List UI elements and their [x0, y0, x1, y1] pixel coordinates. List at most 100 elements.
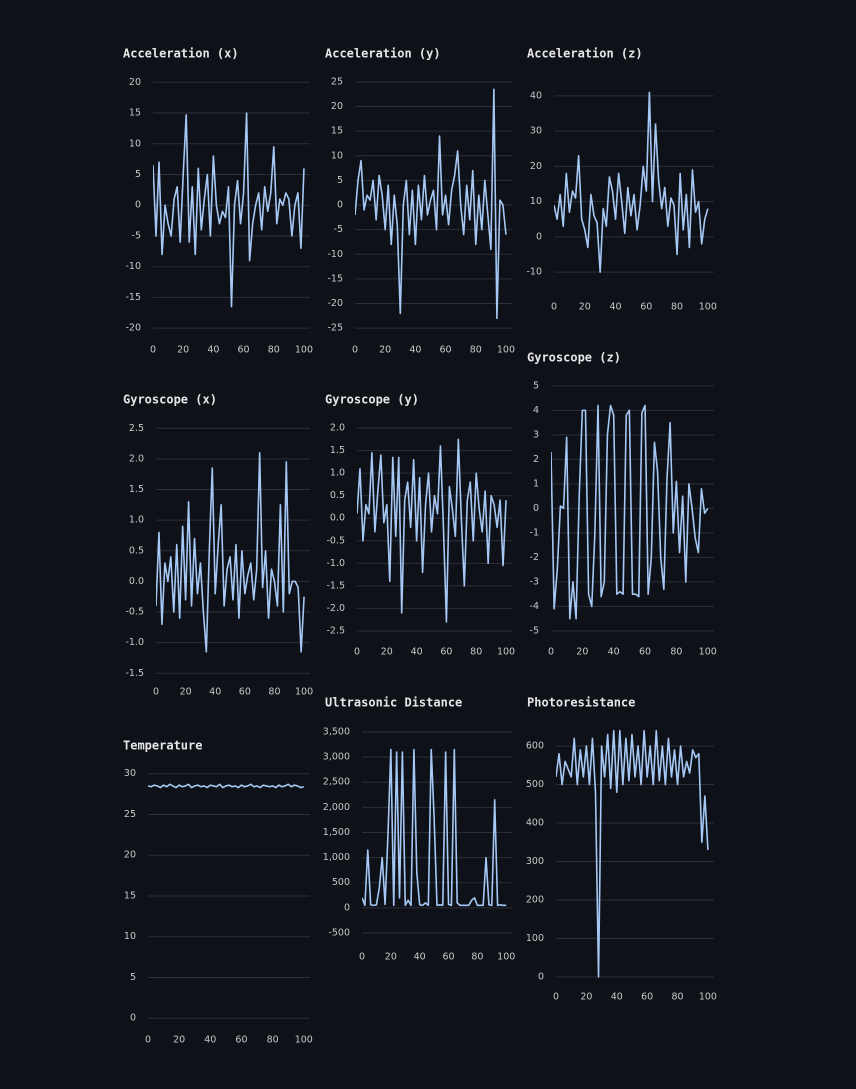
y-tick-label: 20 [124, 850, 136, 861]
x-tick-label: 40 [414, 952, 426, 963]
y-tick-label: 25 [331, 76, 343, 87]
y-tick-label: -15 [327, 273, 343, 284]
y-tick-label: 20 [530, 161, 542, 172]
x-tick-label: 40 [207, 345, 219, 356]
x-tick-label: 60 [239, 687, 251, 698]
x-tick-label: 0 [548, 647, 554, 658]
x-tick-label: 60 [440, 647, 452, 658]
x-tick-label: 20 [379, 345, 391, 356]
y-tick-label: 1.0 [330, 468, 345, 479]
y-tick-label: -4 [530, 601, 539, 612]
data-line [148, 783, 304, 789]
x-tick-label: 40 [209, 687, 221, 698]
x-tick-label: 80 [470, 647, 482, 658]
y-tick-label: 2 [533, 454, 539, 465]
y-tick-label: 3,000 [323, 752, 350, 763]
x-tick-label: 60 [238, 345, 250, 356]
x-tick-label: 0 [551, 302, 557, 313]
chart-title: Gyroscope (y) [325, 393, 419, 407]
chart-title: Acceleration (x) [123, 47, 239, 61]
data-line [156, 451, 305, 653]
y-tick-label: -2.0 [326, 603, 345, 614]
x-tick-label: 0 [150, 345, 156, 356]
y-tick-label: -20 [125, 323, 141, 334]
y-tick-label: -0.5 [125, 607, 144, 618]
x-tick-label: 40 [409, 345, 421, 356]
y-tick-label: 0.5 [129, 545, 144, 556]
y-tick-label: 5 [130, 972, 136, 983]
y-tick-label: 3 [533, 429, 539, 440]
y-tick-label: 10 [530, 196, 542, 207]
y-tick-label: 0 [337, 200, 343, 211]
y-tick-label: 400 [526, 818, 544, 829]
x-tick-label: 100 [497, 647, 515, 658]
y-tick-label: 2.0 [129, 453, 144, 464]
data-line [357, 438, 507, 623]
x-tick-label: 0 [153, 687, 159, 698]
chart-title: Ultrasonic Distance [325, 696, 462, 710]
data-line [362, 748, 507, 907]
data-line [556, 729, 709, 978]
x-tick-label: 80 [671, 992, 683, 1003]
y-tick-label: 0 [130, 1013, 136, 1024]
y-tick-label: 2,000 [323, 802, 350, 813]
y-tick-label: 5 [135, 169, 141, 180]
x-tick-label: 100 [295, 1035, 313, 1046]
x-tick-label: 100 [497, 345, 515, 356]
x-tick-label: 40 [609, 302, 621, 313]
y-tick-label: 1.5 [330, 445, 345, 456]
y-tick-label: -15 [125, 292, 141, 303]
x-tick-label: 20 [580, 992, 592, 1003]
y-tick-label: 2.5 [129, 423, 144, 434]
x-tick-label: 40 [204, 1035, 216, 1046]
x-tick-label: 100 [497, 952, 515, 963]
x-tick-label: 20 [381, 647, 393, 658]
y-tick-label: 0.0 [330, 513, 345, 524]
x-tick-label: 60 [640, 302, 652, 313]
x-tick-label: 100 [295, 687, 313, 698]
x-tick-label: 100 [295, 345, 313, 356]
x-tick-label: 20 [173, 1035, 185, 1046]
y-tick-label: 500 [332, 877, 350, 888]
x-tick-label: 80 [670, 647, 682, 658]
x-tick-label: 100 [699, 302, 717, 313]
chart-title: Acceleration (z) [527, 47, 643, 61]
y-tick-label: 4 [533, 405, 539, 416]
chart-title: Gyroscope (x) [123, 393, 217, 407]
y-tick-label: 1 [533, 478, 539, 489]
y-tick-label: -1 [530, 527, 539, 538]
y-tick-label: 2.0 [330, 423, 345, 434]
y-tick-label: 10 [331, 150, 343, 161]
y-tick-label: -1.5 [326, 580, 345, 591]
y-tick-label: 0 [536, 231, 542, 242]
y-tick-label: -0.5 [326, 535, 345, 546]
y-tick-label: 0 [344, 902, 350, 913]
y-tick-label: 1,500 [323, 827, 350, 838]
chart-title: Photoresistance [527, 696, 635, 710]
y-tick-label: 5 [337, 175, 343, 186]
x-tick-label: 20 [385, 952, 397, 963]
x-tick-label: 80 [470, 345, 482, 356]
x-tick-label: 60 [235, 1035, 247, 1046]
x-tick-label: 40 [608, 647, 620, 658]
x-tick-label: 20 [579, 302, 591, 313]
chart-title: Temperature [123, 739, 202, 753]
y-tick-label: 2,500 [323, 777, 350, 788]
y-tick-label: 600 [526, 741, 544, 752]
x-tick-label: 0 [354, 647, 360, 658]
x-tick-label: 80 [268, 687, 280, 698]
x-tick-label: 60 [442, 952, 454, 963]
x-tick-label: 100 [699, 992, 717, 1003]
y-tick-label: 0 [135, 200, 141, 211]
y-tick-label: 30 [124, 768, 136, 779]
y-tick-label: 0 [538, 971, 544, 982]
chart-title: Acceleration (y) [325, 47, 441, 61]
x-tick-label: 0 [359, 952, 365, 963]
y-tick-label: -2.5 [326, 625, 345, 636]
y-tick-label: -10 [125, 261, 141, 272]
y-tick-label: 25 [124, 809, 136, 820]
y-tick-label: -5 [334, 224, 343, 235]
y-tick-label: -5 [530, 625, 539, 636]
y-tick-label: 300 [526, 856, 544, 867]
